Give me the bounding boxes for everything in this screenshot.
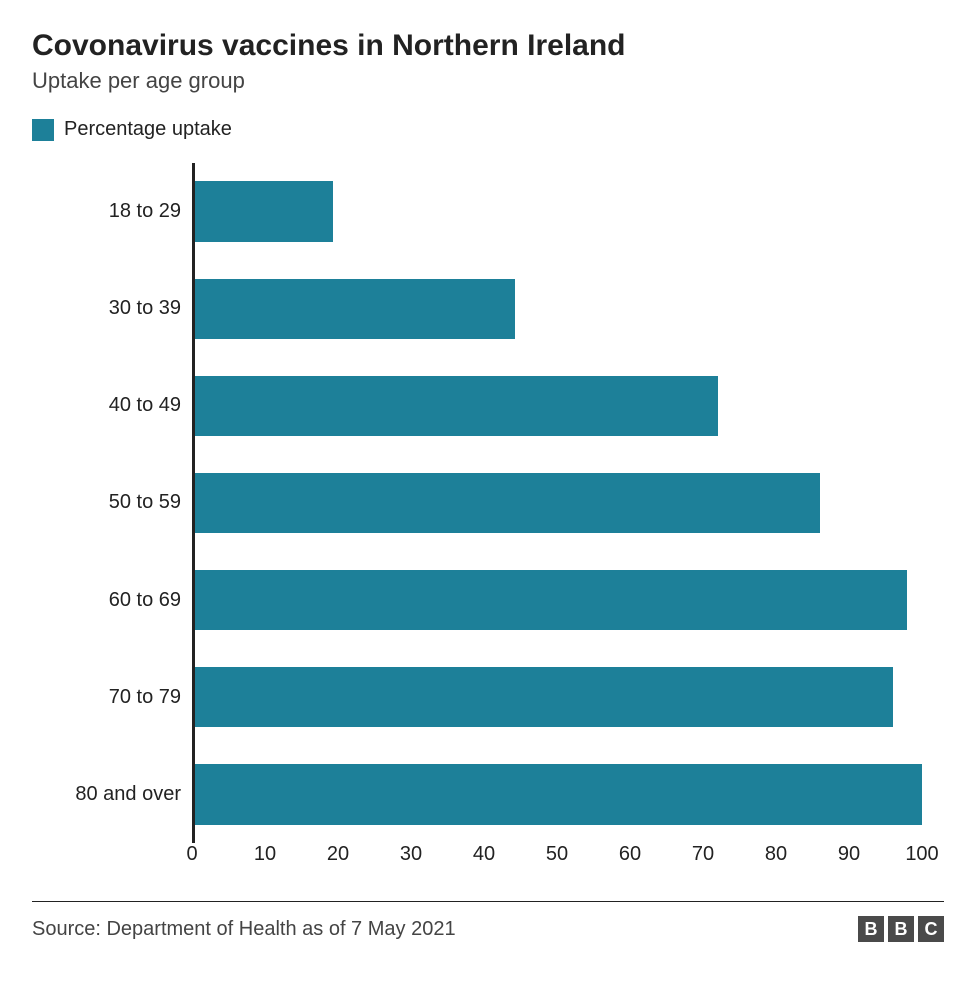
x-tick-label: 10 bbox=[254, 843, 276, 866]
x-tick-label: 60 bbox=[619, 843, 641, 866]
x-tick-label: 90 bbox=[838, 843, 860, 866]
x-tick-label: 50 bbox=[546, 843, 568, 866]
category-label: 40 to 49 bbox=[35, 394, 181, 417]
x-tick-label: 100 bbox=[905, 843, 938, 866]
bar bbox=[195, 279, 515, 339]
bar bbox=[195, 181, 333, 241]
x-tick-label: 70 bbox=[692, 843, 714, 866]
category-label: 60 to 69 bbox=[35, 589, 181, 612]
chart-title: Covonavirus vaccines in Northern Ireland bbox=[32, 28, 944, 64]
bar bbox=[195, 473, 820, 533]
category-label: 80 and over bbox=[35, 783, 181, 806]
chart-subtitle: Uptake per age group bbox=[32, 68, 944, 94]
category-label: 30 to 39 bbox=[35, 297, 181, 320]
category-label: 70 to 79 bbox=[35, 686, 181, 709]
bar bbox=[195, 376, 718, 436]
bar-row: 18 to 29 bbox=[195, 181, 922, 241]
legend-label: Percentage uptake bbox=[64, 118, 232, 141]
x-tick-label: 0 bbox=[186, 843, 197, 866]
legend-swatch bbox=[32, 119, 54, 141]
plot-area: 18 to 29 30 to 39 40 to 49 50 to 59 60 to 69… bbox=[32, 163, 944, 893]
bar-row: 80 and over bbox=[195, 764, 922, 824]
x-tick-label: 30 bbox=[400, 843, 422, 866]
x-tick-label: 40 bbox=[473, 843, 495, 866]
category-label: 50 to 59 bbox=[35, 491, 181, 514]
bars-area: 18 to 29 30 to 39 40 to 49 50 to 59 60 to 69… bbox=[192, 163, 922, 843]
chart-container: Covonavirus vaccines in Northern Ireland… bbox=[0, 0, 976, 1000]
x-axis: 0102030405060708090100 bbox=[192, 843, 922, 893]
x-tick-label: 80 bbox=[765, 843, 787, 866]
chart-footer: Source: Department of Health as of 7 May… bbox=[32, 901, 944, 942]
bbc-logo-box: B bbox=[858, 916, 884, 942]
bbc-logo: BBC bbox=[858, 916, 944, 942]
legend: Percentage uptake bbox=[32, 118, 944, 141]
category-label: 18 to 29 bbox=[35, 200, 181, 223]
source-text: Source: Department of Health as of 7 May… bbox=[32, 918, 456, 941]
bar-row: 50 to 59 bbox=[195, 473, 922, 533]
bar bbox=[195, 570, 907, 630]
x-tick-label: 20 bbox=[327, 843, 349, 866]
bar-row: 40 to 49 bbox=[195, 376, 922, 436]
bar-row: 70 to 79 bbox=[195, 667, 922, 727]
bar bbox=[195, 764, 922, 824]
bbc-logo-box: B bbox=[888, 916, 914, 942]
bbc-logo-box: C bbox=[918, 916, 944, 942]
bar-row: 60 to 69 bbox=[195, 570, 922, 630]
bar-row: 30 to 39 bbox=[195, 279, 922, 339]
bar bbox=[195, 667, 893, 727]
